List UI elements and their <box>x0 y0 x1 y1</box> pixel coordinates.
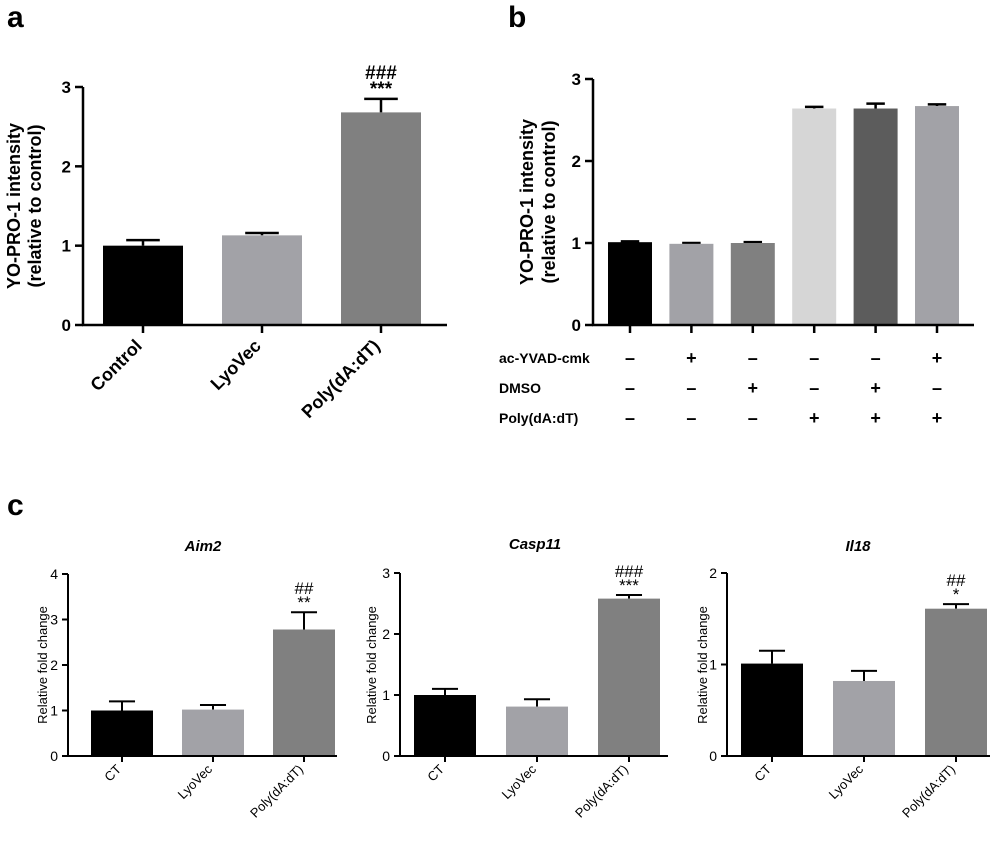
y-axis-label: YO-PRO-1 intensity <box>4 123 24 289</box>
bar <box>598 598 660 756</box>
y-axis-label: (relative to control) <box>25 124 45 287</box>
y-tick-label: 2 <box>62 157 71 176</box>
y-tick-label: 2 <box>572 152 581 171</box>
y-tick-label: 1 <box>50 703 58 719</box>
y-tick-label: 0 <box>709 748 717 764</box>
treatment-sign: – <box>748 408 758 428</box>
x-tick-label: CT <box>751 761 774 784</box>
y-tick-label: 3 <box>62 78 71 97</box>
bar <box>341 112 421 326</box>
y-tick-label: 2 <box>50 657 58 673</box>
chart-c3: Il18 Relative fold change CT LyoVec Poly(dA:… <box>695 538 990 821</box>
treatment-sign: – <box>871 348 881 368</box>
chart-title: Casp11 <box>509 536 561 553</box>
bar <box>915 106 959 325</box>
treatment-sign: – <box>625 378 635 398</box>
treatment-sign: + <box>809 408 820 428</box>
bar <box>103 245 183 325</box>
y-tick-label: 1 <box>382 687 390 703</box>
treatment-sign: + <box>932 348 943 368</box>
treatment-sign: – <box>625 348 635 368</box>
panel-label-a: a <box>7 1 24 34</box>
bar <box>853 108 898 326</box>
treatment-sign: – <box>625 408 635 428</box>
x-tick-label: LyoVec <box>499 761 540 802</box>
bar <box>833 680 895 756</box>
chart-c2: Casp11 Relative fold change CT LyoVec Poly(d… <box>364 536 668 821</box>
bar <box>91 710 153 756</box>
y-tick-label: 0 <box>382 748 390 764</box>
panel-label-b: b <box>508 1 526 34</box>
bar <box>925 608 987 756</box>
y-tick-label: 1 <box>572 234 581 253</box>
treatment-sign: + <box>870 378 881 398</box>
chart-c1: Aim2 Relative fold change CT LyoVec Poly(dA:… <box>35 538 337 821</box>
significance-hash: ## <box>295 579 314 598</box>
x-tick-label: LyoVec <box>175 761 216 802</box>
x-tick-label: Poly(dA:dT) <box>899 762 958 821</box>
y-axis-label: (relative to control) <box>539 120 559 283</box>
treatment-label: Poly(dA:dT) <box>499 410 578 426</box>
y-tick-label: 0 <box>62 316 71 335</box>
y-tick-label: 0 <box>50 748 58 764</box>
significance-hash: ### <box>365 63 397 84</box>
bar <box>608 242 652 325</box>
y-tick-label: 2 <box>709 565 717 581</box>
y-axis-label: Relative fold change <box>695 606 710 724</box>
x-tick-label: LyoVec <box>826 761 867 802</box>
y-axis-label: Relative fold change <box>35 606 50 724</box>
treatment-sign: – <box>809 348 819 368</box>
bar <box>506 706 568 756</box>
x-tick-label: Control <box>86 336 145 395</box>
treatment-sign: + <box>686 348 697 368</box>
y-tick-label: 3 <box>382 565 390 581</box>
treatment-label: ac-YVAD-cmk <box>499 350 590 366</box>
bar <box>182 709 244 756</box>
bar <box>273 629 335 756</box>
y-tick-label: 3 <box>50 612 58 628</box>
y-axis-label: Relative fold change <box>364 606 379 724</box>
chart-a: YO-PRO-1 intensity (relative to control) C… <box>4 63 447 422</box>
x-tick-label: Poly(dA:dT) <box>572 762 631 821</box>
x-tick-label: Poly(dA:dT) <box>247 762 306 821</box>
treatment-label: DMSO <box>499 380 541 396</box>
y-axis-label: YO-PRO-1 intensity <box>517 119 537 285</box>
bar <box>222 235 302 325</box>
panel-label-c: c <box>7 489 24 522</box>
y-tick-label: 4 <box>50 566 58 582</box>
significance-star: ** <box>297 593 311 612</box>
y-tick-label: 0 <box>572 316 581 335</box>
chart-title: Aim2 <box>184 538 222 555</box>
bar <box>669 243 714 325</box>
y-tick-label: 3 <box>572 70 581 89</box>
treatment-sign: – <box>686 378 696 398</box>
y-tick-label: 1 <box>62 237 71 256</box>
significance-hash: ### <box>615 562 644 581</box>
bar <box>741 663 803 756</box>
bar <box>414 695 476 756</box>
x-tick-label: CT <box>424 761 447 784</box>
significance-star: *** <box>619 576 639 595</box>
x-tick-label: LyoVec <box>207 336 265 394</box>
significance-star: *** <box>370 79 393 100</box>
treatment-sign: + <box>870 408 881 428</box>
chart-title: Il18 <box>845 538 871 555</box>
x-tick-label: Poly(dA:dT) <box>298 336 384 422</box>
treatment-sign: – <box>932 378 942 398</box>
significance-hash: ## <box>947 571 966 590</box>
x-tick-label: CT <box>101 761 124 784</box>
treatment-sign: – <box>686 408 696 428</box>
chart-b: YO-PRO-1 intensity (relative to control) 0… <box>499 70 974 428</box>
y-tick-label: 2 <box>382 626 390 642</box>
treatment-sign: + <box>932 408 943 428</box>
treatment-sign: – <box>809 378 819 398</box>
y-tick-label: 1 <box>709 657 717 673</box>
treatment-sign: + <box>748 378 759 398</box>
bar <box>792 108 837 326</box>
treatment-sign: – <box>748 348 758 368</box>
significance-star: * <box>953 585 960 604</box>
bar <box>730 243 775 325</box>
